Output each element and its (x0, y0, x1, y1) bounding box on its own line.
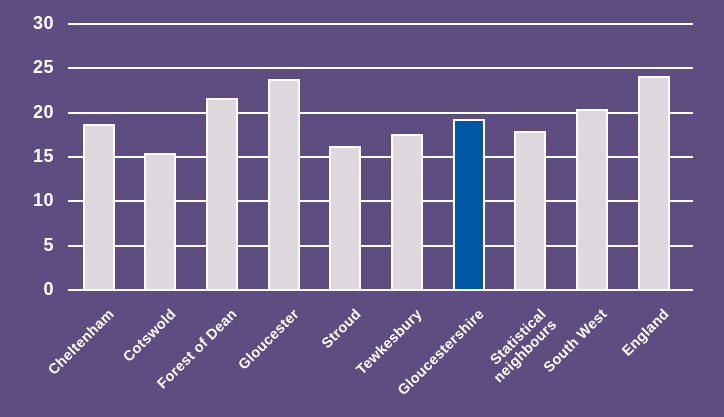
gridline (68, 156, 693, 158)
x-axis-category-label-line: Gloucester (235, 306, 303, 374)
x-axis-category-label-line: Cotswold (120, 306, 180, 366)
bar-cotswold (144, 152, 177, 292)
x-axis-category-label-line: Cheltenham (45, 306, 118, 379)
x-axis-category-label: Cotswold (56, 306, 180, 417)
x-axis-category-label: Stroud (241, 306, 365, 417)
bar-statistical-neighbours (514, 131, 547, 292)
gridline (68, 111, 693, 114)
bar-gloucestershire (452, 119, 485, 292)
bar-stroud (329, 145, 362, 292)
gridline (68, 200, 693, 203)
y-axis-tick-label: 5 (43, 234, 54, 255)
x-axis-category-label-line: Forest of Dean (154, 306, 241, 393)
y-axis-tick-label: 25 (32, 57, 54, 78)
bar-forest-of-dean (205, 97, 238, 292)
y-axis-tick-label: 10 (32, 190, 54, 211)
x-axis-category-label-line: Stroud (318, 306, 365, 352)
bar-england (637, 75, 670, 292)
gridline (68, 23, 693, 25)
y-axis-tick-label: 15 (32, 146, 54, 166)
x-axis-category-label: England (549, 306, 673, 417)
x-axis-category-label: Statistical neighbours (426, 306, 560, 417)
y-axis-tick-label: 0 (43, 279, 54, 299)
y-axis-tick-label: 20 (32, 101, 54, 122)
y-axis-tick-label: 30 (32, 13, 54, 33)
bar-south-west (575, 109, 608, 292)
x-axis-category-label: Gloucester (179, 306, 303, 417)
bar-tewkesbury (390, 134, 423, 292)
gridline (68, 289, 693, 291)
x-axis-category-label: Cheltenham (0, 306, 118, 417)
x-axis-category-label-line: Tewkesbury (354, 306, 426, 379)
bar-cheltenham (82, 124, 115, 292)
gridline (68, 67, 693, 70)
x-axis-category-label-line: England (619, 306, 673, 360)
x-axis-category-label: Forest of Dean (117, 306, 241, 417)
x-axis-category-label: Tewkesbury (302, 306, 426, 417)
gridline (68, 244, 693, 247)
bar-gloucester (267, 79, 300, 292)
